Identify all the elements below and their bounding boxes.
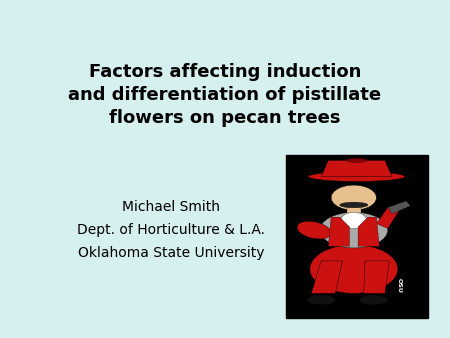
Bar xyxy=(286,155,428,318)
Text: OSU: OSU xyxy=(396,278,402,293)
Ellipse shape xyxy=(320,212,388,248)
Text: Factors affecting induction
and differentiation of pistillate
flowers on pecan t: Factors affecting induction and differen… xyxy=(68,63,382,126)
Polygon shape xyxy=(377,208,399,228)
Polygon shape xyxy=(364,261,389,293)
Polygon shape xyxy=(311,261,342,293)
Polygon shape xyxy=(388,201,410,214)
Ellipse shape xyxy=(331,185,377,210)
Bar xyxy=(346,207,361,213)
Ellipse shape xyxy=(341,212,367,228)
Ellipse shape xyxy=(297,221,331,239)
Ellipse shape xyxy=(340,202,368,208)
Ellipse shape xyxy=(360,295,388,305)
Ellipse shape xyxy=(346,158,367,162)
Ellipse shape xyxy=(310,245,398,293)
Text: Michael Smith
Dept. of Horticulture & L.A.
Oklahoma State University: Michael Smith Dept. of Horticulture & L.… xyxy=(77,200,265,260)
Polygon shape xyxy=(358,217,379,246)
Ellipse shape xyxy=(308,172,405,182)
Polygon shape xyxy=(321,160,392,176)
Ellipse shape xyxy=(307,295,335,305)
Polygon shape xyxy=(328,217,350,246)
